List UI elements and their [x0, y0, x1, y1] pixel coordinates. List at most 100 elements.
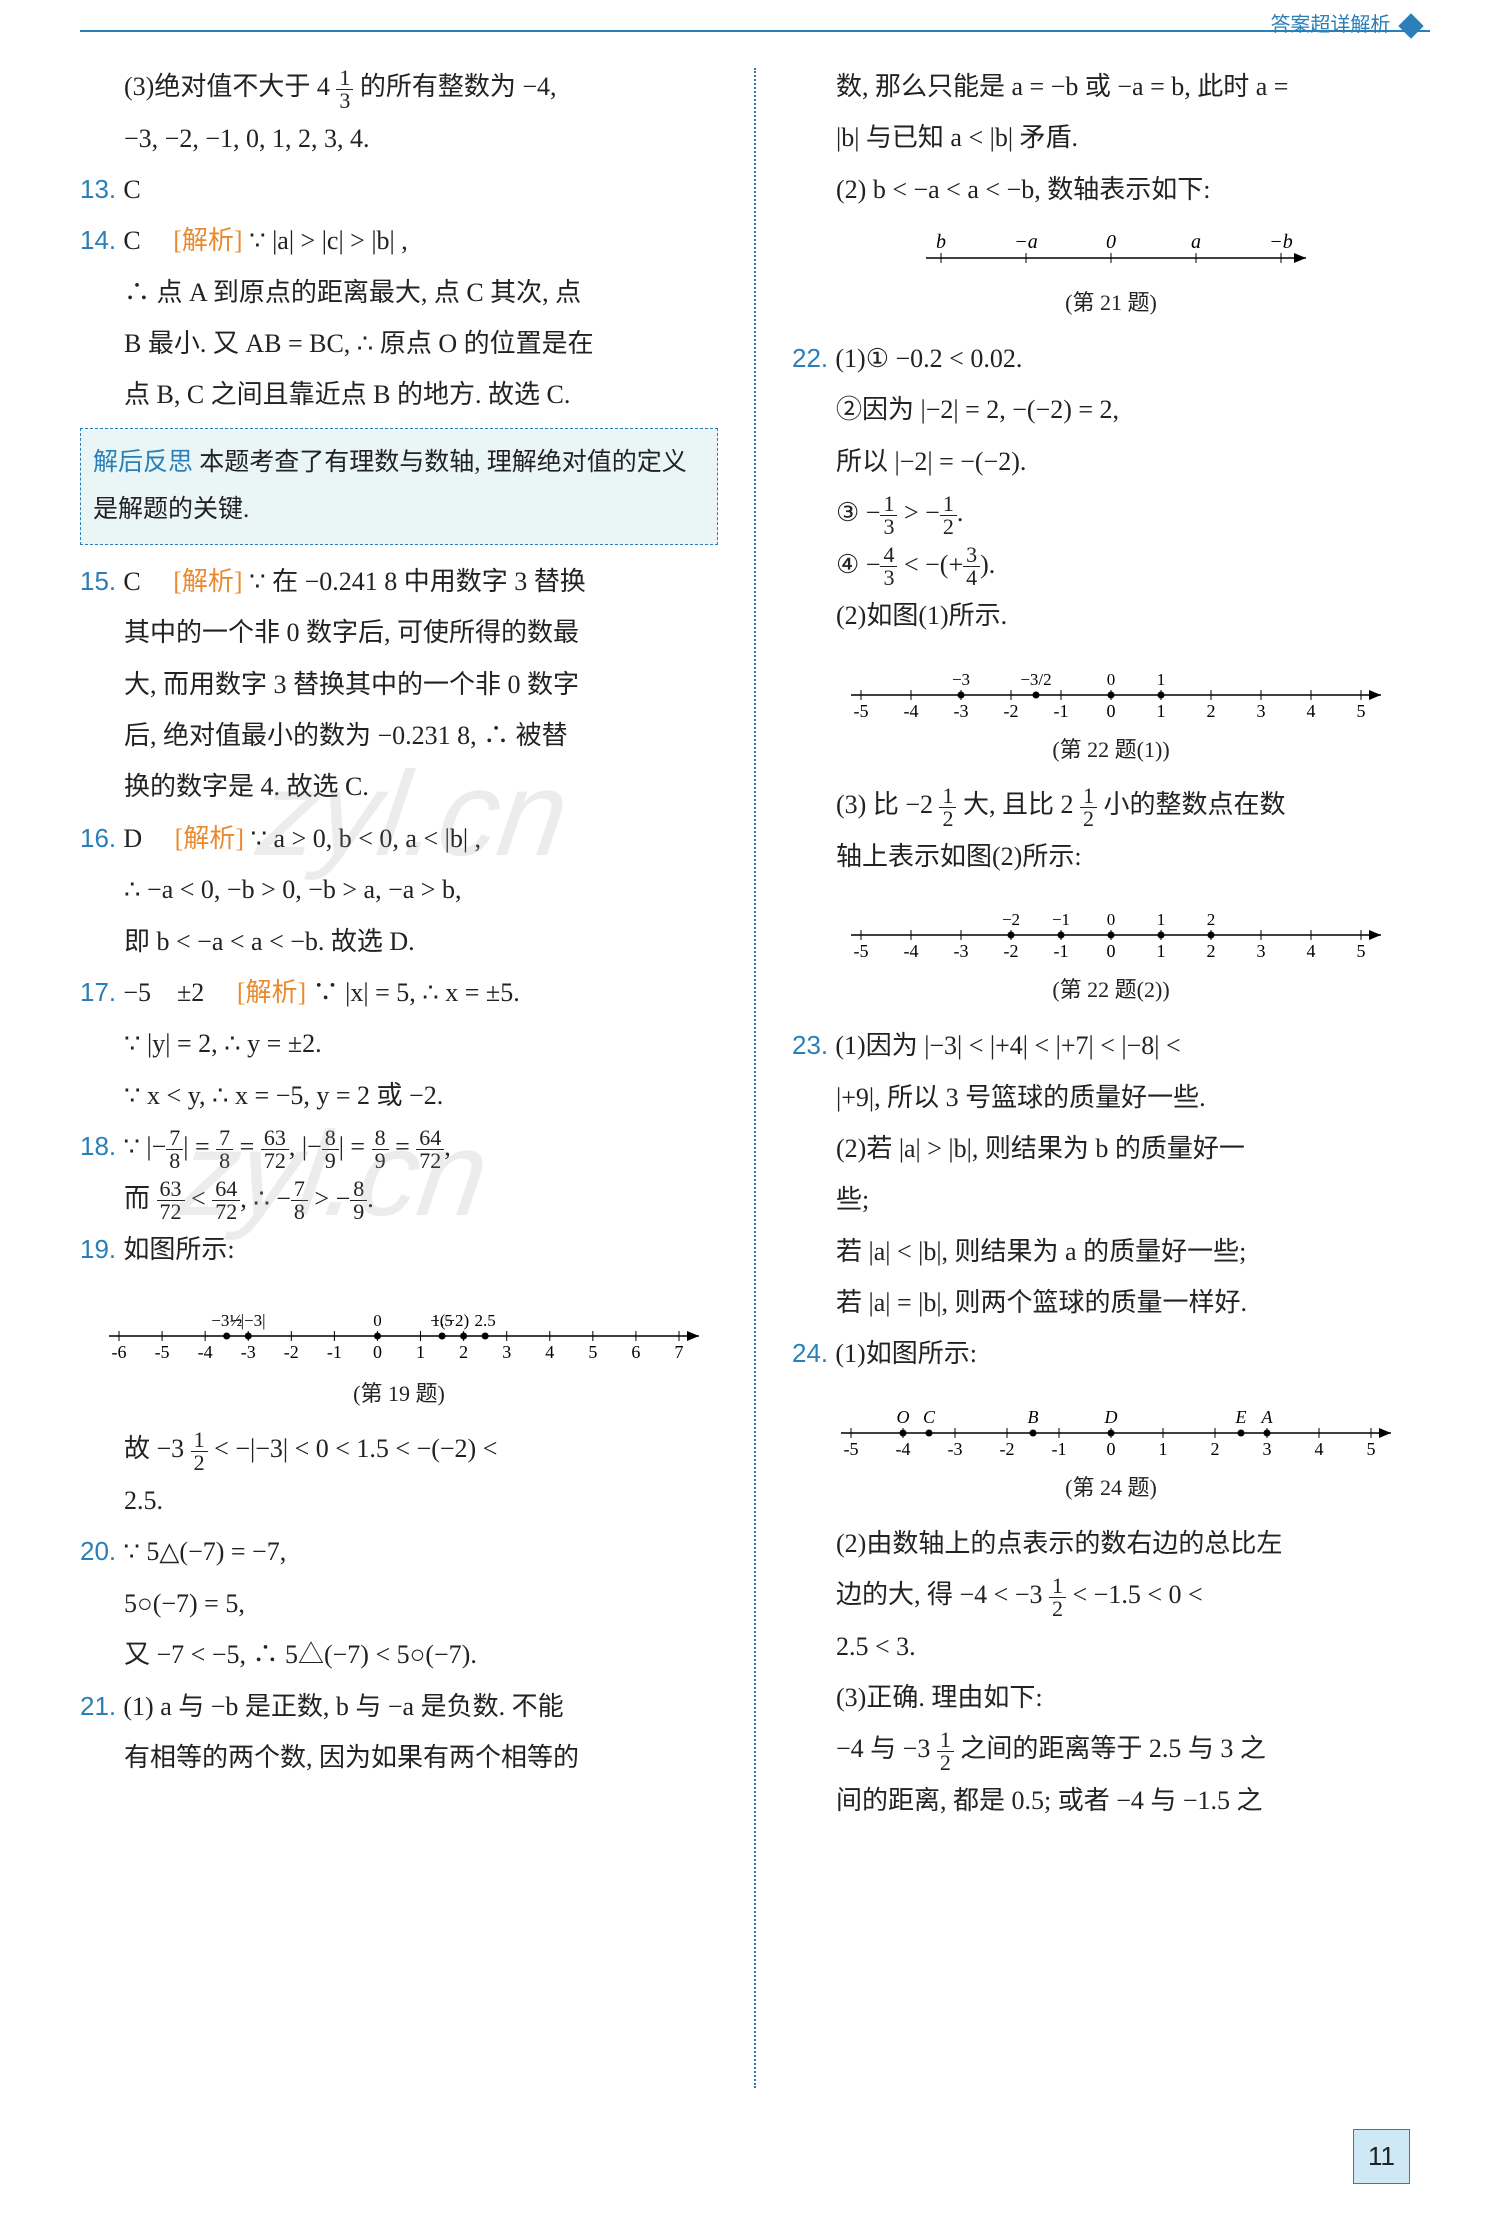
qnum: 17. [80, 977, 123, 1007]
q23-line: 些; [792, 1175, 1430, 1224]
text: 的所有整数为 −4, [360, 72, 557, 101]
svg-text:2: 2 [1207, 941, 1216, 961]
text: 如图所示: [123, 1235, 234, 1264]
svg-text:5: 5 [588, 1342, 597, 1362]
q15-line: 换的数字是 4. 故选 C. [80, 762, 718, 811]
svg-text:-5: -5 [854, 941, 869, 961]
right-column: 数, 那么只能是 a = −b 或 −a = b, 此时 a = |b| 与已知… [792, 62, 1430, 2088]
reflection-box: 解后反思 本题考查了有理数与数轴, 理解绝对值的定义是解题的关键. [80, 428, 718, 545]
answer: C [123, 567, 140, 596]
qnum: 18. [80, 1131, 123, 1161]
svg-text:-1: -1 [1054, 701, 1069, 721]
qnum: 14. [80, 225, 123, 255]
svg-text:0: 0 [1106, 231, 1116, 253]
svg-text:-4: -4 [198, 1342, 213, 1362]
q21-line1: 21. (1) a 与 −b 是正数, b 与 −a 是负数. 不能 [80, 1682, 718, 1731]
text: ∵ 在 −0.241 8 中用数字 3 替换 [249, 567, 586, 596]
q12-line2: −3, −2, −1, 0, 1, 2, 3, 4. [80, 114, 718, 163]
q17-line: ∵ |y| = 2, ∴ y = ±2. [80, 1019, 718, 1068]
q13: 13. C [80, 165, 718, 214]
header-rule [80, 30, 1430, 32]
q20-line1: 20. ∵ 5△(−7) = −7, [80, 1527, 718, 1576]
svg-text:-3: -3 [948, 1439, 963, 1459]
numberline-q22-1: -5-4-3-2-1012345−3−3/201 [831, 647, 1391, 727]
svg-text:2: 2 [1207, 701, 1216, 721]
q16-line: ∴ −a < 0, −b > 0, −b > a, −a > b, [80, 865, 718, 914]
q20-line: 又 −7 < −5, ∴ 5△(−7) < 5○(−7). [80, 1630, 718, 1679]
svg-text:3: 3 [502, 1342, 511, 1362]
q21-line: |b| 与已知 a < |b| 矛盾. [792, 113, 1430, 162]
svg-text:0: 0 [1107, 670, 1116, 689]
text: (1) a 与 −b 是正数, b 与 −a 是负数. 不能 [123, 1692, 563, 1721]
svg-text:5: 5 [1357, 701, 1366, 721]
page-number: 11 [1353, 2129, 1410, 2184]
q22-line: ③ −13 > −12. [792, 488, 1430, 538]
svg-text:-5: -5 [155, 1342, 170, 1362]
svg-text:-1: -1 [1054, 941, 1069, 961]
answer: C [123, 175, 140, 204]
q17-head: 17. −5 ±2 [解析] ∵ |x| = 5, ∴ x = ±5. [80, 968, 718, 1017]
text: ∵ |x| = 5, ∴ x = ±5. [313, 978, 520, 1007]
q23-line: |+9|, 所以 3 号篮球的质量好一些. [792, 1073, 1430, 1122]
q22-3-line: 轴上表示如图(2)所示: [792, 832, 1430, 881]
q19-head: 19. 如图所示: [80, 1225, 718, 1274]
svg-text:−b: −b [1269, 231, 1293, 253]
q24-line: 间的距离, 都是 0.5; 或者 −4 与 −1.5 之 [792, 1776, 1430, 1825]
svg-text:a: a [1191, 231, 1201, 253]
q23-line: 若 |a| < |b|, 则结果为 a 的质量好一些; [792, 1227, 1430, 1276]
q15-line: 后, 绝对值最小的数为 −0.231 8, ∴ 被替 [80, 711, 718, 760]
q14-line: B 最小. 又 AB = BC, ∴ 原点 O 的位置是在 [80, 319, 718, 368]
q20-line: 5○(−7) = 5, [80, 1579, 718, 1628]
text: (3)绝对值不大于 4 [124, 72, 336, 101]
q15-line: 其中的一个非 0 数字后, 可使所得的数最 [80, 608, 718, 657]
svg-text:7: 7 [675, 1342, 684, 1362]
q18-line2: 而 6372 < 6472, ∴ −78 > −89. [80, 1174, 718, 1224]
answer: C [123, 226, 140, 255]
q19-line: 故 −3 12 < −|−3| < 0 < 1.5 < −(−2) < [80, 1424, 718, 1474]
svg-text:−a: −a [1014, 231, 1038, 253]
diamond-icon [1398, 13, 1423, 38]
svg-text:1: 1 [1157, 941, 1166, 961]
svg-text:0: 0 [1107, 701, 1116, 721]
svg-text:-1: -1 [327, 1342, 342, 1362]
svg-text:−3: −3 [952, 670, 970, 689]
analysis-tag: [解析] [173, 226, 242, 255]
svg-text:3: 3 [1257, 941, 1266, 961]
svg-text:−|−3|: −|−3| [231, 1311, 265, 1330]
q23-line: (2)若 |a| > |b|, 则结果为 b 的质量好一 [792, 1124, 1430, 1173]
svg-text:0: 0 [1107, 910, 1116, 929]
svg-text:A: A [1261, 1407, 1274, 1427]
svg-text:-4: -4 [904, 701, 919, 721]
q24-line: (2)由数轴上的点表示的数右边的总比左 [792, 1519, 1430, 1568]
qnum: 15. [80, 566, 123, 596]
q15-line: 大, 而用数字 3 替换其中的一个非 0 数字 [80, 660, 718, 709]
svg-text:D: D [1104, 1407, 1118, 1427]
q24-line: 边的大, 得 −4 < −3 12 < −1.5 < 0 < [792, 1570, 1430, 1620]
svg-text:1: 1 [1157, 701, 1166, 721]
svg-text:6: 6 [631, 1342, 640, 1362]
svg-text:5: 5 [1367, 1439, 1376, 1459]
qnum: 19. [80, 1234, 123, 1264]
q21-line: (2) b < −a < a < −b, 数轴表示如下: [792, 165, 1430, 214]
q22-line: (2)如图(1)所示. [792, 591, 1430, 640]
svg-text:-1: -1 [1052, 1439, 1067, 1459]
q14-head: 14. C [解析] ∵ |a| > |c| > |b| , [80, 216, 718, 265]
text: ∵ a > 0, b < 0, a < |b| , [251, 824, 482, 853]
caption-q22-1: (第 22 题(1)) [792, 729, 1430, 771]
svg-text:4: 4 [1307, 701, 1316, 721]
answer: D [123, 824, 142, 853]
column-divider [754, 68, 756, 2088]
content-columns: (3)绝对值不大于 4 1 3 的所有整数为 −4, −3, −2, −1, 0,… [80, 62, 1430, 2088]
caption-q22-2: (第 22 题(2)) [792, 969, 1430, 1011]
analysis-tag: [解析] [173, 567, 242, 596]
qnum: 23. [792, 1030, 835, 1060]
numberline-q21: b−a0a−b [901, 220, 1321, 280]
svg-text:0: 0 [1107, 1439, 1116, 1459]
q24-head: 24. (1)如图所示: [792, 1329, 1430, 1378]
caption-q19: (第 19 题) [80, 1373, 718, 1415]
svg-text:−(−2): −(−2) [430, 1311, 469, 1330]
text: ∵ 5△(−7) = −7, [123, 1537, 286, 1566]
q21-line: 数, 那么只能是 a = −b 或 −a = b, 此时 a = [792, 62, 1430, 111]
svg-text:1: 1 [1159, 1439, 1168, 1459]
svg-text:2: 2 [1207, 910, 1216, 929]
